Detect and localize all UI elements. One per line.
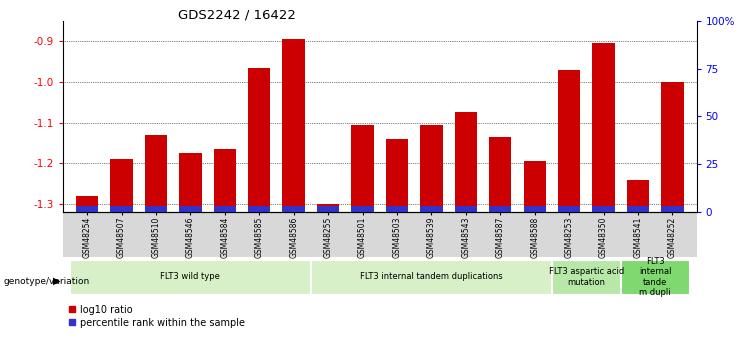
Bar (661, 82, 684, 212)
Bar (110, 159, 133, 212)
Bar (179, 153, 202, 212)
Bar (524, 161, 546, 212)
Bar (489, 137, 511, 212)
Bar (144, 206, 167, 212)
Bar (317, 204, 339, 212)
Bar (386, 206, 408, 212)
Text: GDS2242 / 16422: GDS2242 / 16422 (178, 9, 296, 22)
Bar (489, 206, 511, 212)
Bar (661, 206, 684, 212)
Bar (63, 212, 697, 213)
Text: FLT3 aspartic acid
mutation: FLT3 aspartic acid mutation (549, 267, 624, 287)
Bar (455, 206, 477, 212)
Bar (351, 206, 373, 212)
Bar (351, 125, 373, 212)
Text: FLT3
internal
tande
m dupli: FLT3 internal tande m dupli (639, 257, 671, 297)
FancyBboxPatch shape (621, 260, 690, 295)
Bar (213, 149, 236, 212)
FancyBboxPatch shape (70, 260, 311, 295)
Bar (420, 125, 442, 212)
Bar (110, 206, 133, 212)
Bar (248, 68, 270, 212)
Text: ▶: ▶ (53, 276, 61, 286)
Bar (144, 135, 167, 212)
Text: FLT3 internal tandem duplications: FLT3 internal tandem duplications (360, 272, 503, 282)
Bar (558, 206, 580, 212)
Bar (455, 112, 477, 212)
Bar (592, 206, 615, 212)
Bar (524, 206, 546, 212)
Bar (627, 180, 649, 212)
Legend: log10 ratio, percentile rank within the sample: log10 ratio, percentile rank within the … (68, 305, 245, 328)
Bar (76, 206, 99, 212)
Bar (76, 196, 99, 212)
Bar (282, 206, 305, 212)
Bar (179, 206, 202, 212)
Bar (213, 206, 236, 212)
Bar (558, 70, 580, 212)
FancyBboxPatch shape (552, 260, 621, 295)
Bar (386, 139, 408, 212)
Text: genotype/variation: genotype/variation (4, 277, 90, 286)
Bar (282, 39, 305, 212)
Bar (420, 206, 442, 212)
Bar (592, 43, 615, 212)
Bar (317, 206, 339, 212)
FancyBboxPatch shape (311, 260, 552, 295)
Text: FLT3 wild type: FLT3 wild type (161, 272, 220, 282)
Bar (248, 206, 270, 212)
Bar (627, 206, 649, 212)
